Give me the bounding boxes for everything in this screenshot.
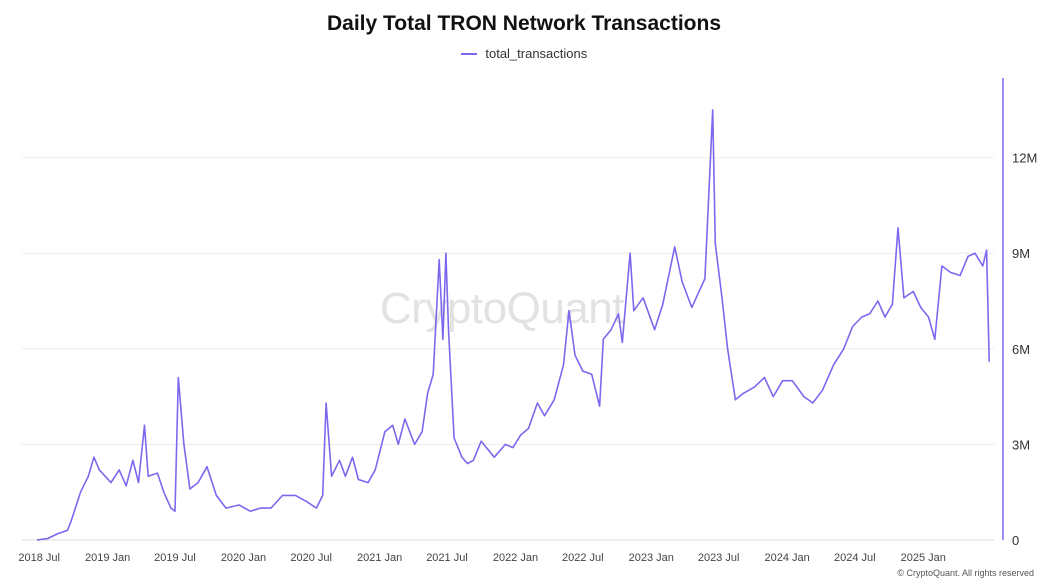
- x-tick-label: 2020 Jul: [290, 552, 332, 564]
- chart-title: Daily Total TRON Network Transactions: [326, 12, 722, 35]
- legend[interactable]: total_transactions: [0, 46, 1048, 61]
- x-tick-label: 2020 Jan: [221, 552, 266, 564]
- x-tick-label: 2021 Jul: [426, 552, 468, 564]
- y-tick-label: 12M: [1012, 151, 1037, 166]
- series-layer: [36, 109, 990, 541]
- legend-swatch: [460, 52, 477, 55]
- x-tick-label: 2018 Jul: [18, 552, 60, 564]
- legend-label: total_transactions: [485, 46, 588, 61]
- x-tick-label: 2023 Jan: [629, 552, 674, 564]
- y-tick-label: 0: [1012, 533, 1019, 548]
- x-tick-label: 2024 Jan: [764, 552, 809, 564]
- y-tick-label: 6M: [1012, 342, 1030, 357]
- y-tick-label: 3M: [1012, 437, 1030, 452]
- y-tick-label: 9M: [1012, 246, 1030, 261]
- x-tick-label: 2023 Jul: [698, 552, 740, 564]
- watermark: CryptoQuant: [380, 284, 624, 333]
- x-tick-label: 2019 Jul: [154, 552, 196, 564]
- x-tick-label: 2024 Jul: [834, 552, 876, 564]
- x-tick-label: 2019 Jan: [85, 552, 130, 564]
- x-tick-label: 2022 Jul: [562, 552, 604, 564]
- x-tick-label: 2025 Jan: [901, 552, 946, 564]
- series-line-total-transactions: [36, 109, 990, 541]
- footer-credit: © CryptoQuant. All rights reserved: [897, 568, 1034, 578]
- x-tick-label: 2022 Jan: [493, 552, 538, 564]
- grid-layer: [22, 157, 994, 541]
- axis-layer: 0 3M 6M 9M 12M 2018 Jul 2019 Jan 2019 Jul 2020 J…: [18, 78, 1037, 564]
- x-tick-label: 2021 Jan: [357, 552, 402, 564]
